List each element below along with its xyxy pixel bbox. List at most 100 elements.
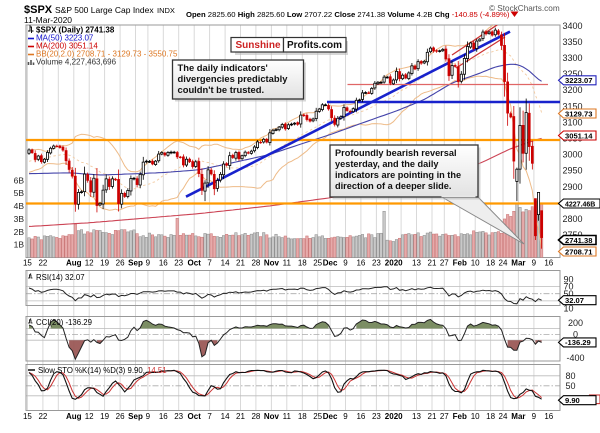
svg-text:14: 14	[221, 412, 230, 421]
svg-text:Volume 4,227,463,696: Volume 4,227,463,696	[36, 58, 117, 67]
svg-text:Slow STO %K(14) %D(3) 9.90, 14: Slow STO %K(14) %D(3) 9.90, 14.51	[38, 366, 167, 375]
svg-text:Oct: Oct	[188, 412, 202, 421]
svg-text:9: 9	[532, 412, 537, 421]
svg-text:S&P 500 Large Cap Index: S&P 500 Large Cap Index	[55, 5, 154, 15]
svg-text:16: 16	[356, 259, 365, 268]
svg-text:27: 27	[440, 259, 449, 268]
svg-text:7: 7	[207, 412, 212, 421]
svg-text:19: 19	[100, 259, 109, 268]
svg-text:28: 28	[251, 259, 260, 268]
svg-text:7: 7	[207, 259, 212, 268]
svg-text:80: 80	[565, 371, 575, 381]
svg-text:2800: 2800	[562, 214, 582, 224]
svg-text:13: 13	[412, 259, 421, 268]
svg-text:Feb: Feb	[453, 259, 467, 268]
svg-text:9: 9	[343, 259, 348, 268]
svg-text:12: 12	[85, 259, 94, 268]
svg-text:15: 15	[23, 259, 32, 268]
svg-text:Profoundly bearish reversal: Profoundly bearish reversal	[335, 148, 457, 158]
svg-text:9: 9	[343, 412, 348, 421]
svg-text:23: 23	[174, 412, 183, 421]
svg-text:3000: 3000	[562, 150, 582, 160]
svg-text:21: 21	[236, 259, 245, 268]
svg-text:3100: 3100	[562, 117, 582, 127]
svg-text:Feb: Feb	[453, 412, 467, 421]
svg-text:9: 9	[532, 259, 537, 268]
svg-text:Oct: Oct	[188, 259, 202, 268]
svg-text:The daily indicators': The daily indicators'	[178, 62, 268, 73]
svg-text:couldn't be trusted.: couldn't be trusted.	[178, 84, 265, 95]
svg-text:Aug: Aug	[66, 259, 82, 268]
svg-text:indicators are pointing in the: indicators are pointing in the	[335, 170, 461, 180]
svg-text:19: 19	[100, 412, 109, 421]
svg-text:16: 16	[356, 412, 365, 421]
svg-text:5B: 5B	[14, 188, 25, 198]
svg-text:27: 27	[440, 412, 449, 421]
svg-text:Mar: Mar	[511, 412, 525, 421]
svg-text:21: 21	[428, 259, 437, 268]
svg-text:6B: 6B	[14, 175, 25, 185]
svg-text:2B: 2B	[14, 227, 25, 237]
svg-text:23: 23	[174, 259, 183, 268]
svg-text:25: 25	[313, 259, 322, 268]
svg-text:9.90: 9.90	[565, 396, 580, 405]
svg-text:3B: 3B	[14, 214, 25, 224]
svg-text:Dec: Dec	[323, 259, 338, 268]
svg-text:4B: 4B	[14, 201, 25, 211]
svg-text:25: 25	[313, 412, 322, 421]
svg-text:-400: -400	[566, 353, 584, 363]
svg-text:2741.38: 2741.38	[565, 236, 592, 245]
svg-text:Open 2825.60 High 2825.60 Low: Open 2825.60 High 2825.60 Low 2707.22 Cl…	[186, 10, 510, 19]
svg-text:Nov: Nov	[264, 259, 280, 268]
svg-text:22: 22	[38, 259, 47, 268]
svg-text:INDX: INDX	[157, 6, 175, 15]
svg-text:18: 18	[298, 412, 307, 421]
svg-text:22: 22	[38, 412, 47, 421]
svg-text:2708.71: 2708.71	[565, 247, 593, 256]
svg-text:divergencies predictably: divergencies predictably	[178, 73, 289, 84]
svg-text:1B: 1B	[14, 240, 25, 250]
svg-text:14: 14	[221, 259, 230, 268]
svg-text:9: 9	[146, 259, 151, 268]
svg-text:2900: 2900	[562, 182, 582, 192]
svg-text:-136.29: -136.29	[565, 338, 591, 347]
svg-text:3400: 3400	[562, 21, 582, 31]
svg-text:2020: 2020	[385, 259, 403, 268]
svg-text:3223.07: 3223.07	[565, 76, 592, 85]
svg-text:16: 16	[544, 259, 553, 268]
svg-text:18: 18	[486, 259, 495, 268]
svg-text:Sep: Sep	[128, 259, 143, 268]
svg-text:26: 26	[116, 412, 125, 421]
svg-text:200: 200	[568, 318, 583, 328]
svg-text:18: 18	[486, 412, 495, 421]
svg-text:16: 16	[159, 259, 168, 268]
svg-text:23: 23	[372, 412, 381, 421]
svg-text:23: 23	[372, 259, 381, 268]
svg-text:9: 9	[146, 412, 151, 421]
svg-text:3350: 3350	[562, 37, 582, 47]
svg-text:15: 15	[23, 412, 32, 421]
svg-text:26: 26	[116, 259, 125, 268]
svg-text:CCI(20) -136.29: CCI(20) -136.29	[36, 318, 92, 327]
svg-text:50: 50	[565, 381, 575, 391]
svg-text:Sunshine: Sunshine	[236, 40, 281, 51]
svg-text:32.07: 32.07	[565, 296, 584, 305]
svg-text:2950: 2950	[562, 166, 582, 176]
svg-text:3129.73: 3129.73	[565, 109, 592, 118]
svg-text:yesterday, and the daily: yesterday, and the daily	[335, 159, 439, 169]
svg-text:11: 11	[283, 259, 292, 268]
svg-text:18: 18	[298, 259, 307, 268]
svg-text:11: 11	[283, 412, 292, 421]
svg-text:direction of a deeper slide.: direction of a deeper slide.	[335, 181, 451, 191]
svg-text:16: 16	[159, 412, 168, 421]
svg-text:RSI(14) 32.07: RSI(14) 32.07	[36, 273, 85, 282]
svg-text:Sep: Sep	[128, 412, 143, 421]
svg-text:2020: 2020	[385, 412, 403, 421]
svg-text:4227.46B: 4227.46B	[565, 201, 595, 208]
svg-text:10: 10	[471, 412, 480, 421]
svg-text:3051.14: 3051.14	[565, 131, 593, 140]
svg-text:Dec: Dec	[323, 412, 338, 421]
svg-text:16: 16	[544, 412, 553, 421]
svg-text:Aug: Aug	[66, 412, 82, 421]
svg-text:11-Mar-2020: 11-Mar-2020	[24, 15, 72, 25]
